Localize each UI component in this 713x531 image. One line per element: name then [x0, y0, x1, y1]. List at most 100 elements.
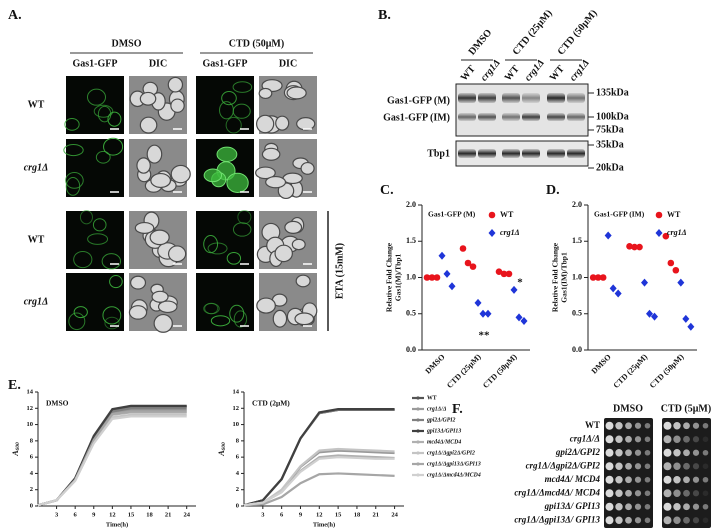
data-point — [641, 278, 648, 287]
cell — [103, 137, 124, 156]
cell — [170, 98, 185, 113]
cell — [92, 218, 107, 232]
spot — [692, 449, 700, 456]
legend-swatch-dot — [416, 396, 420, 400]
cell — [232, 103, 251, 119]
data-point — [500, 270, 508, 278]
y-tick-label: 4 — [30, 470, 34, 477]
legend-marker — [655, 229, 663, 237]
y-tick-label: 0.0 — [572, 345, 582, 354]
cell — [296, 117, 316, 131]
spot — [702, 476, 709, 483]
condition-header: DMSO — [112, 38, 142, 49]
x-tick-label: CTD (25μM) — [445, 352, 483, 390]
y-tick-label: 0.5 — [406, 309, 416, 318]
legend-label: WT — [667, 210, 681, 219]
band — [522, 113, 540, 121]
cell — [68, 312, 86, 331]
y-tick-label: 0.5 — [572, 309, 582, 318]
cell — [101, 253, 122, 270]
spot — [663, 516, 672, 525]
cell — [170, 164, 191, 184]
spot — [625, 503, 632, 511]
legend-label: crg1Δ/Δgpi13Δ/GPI13 — [427, 461, 481, 467]
cell — [73, 250, 93, 269]
spot — [692, 490, 700, 497]
x-axis-label: Time(h) — [313, 521, 335, 528]
y-axis-label-sub: 600 — [15, 442, 21, 451]
cell — [286, 86, 307, 100]
cell — [261, 147, 281, 161]
cell — [136, 157, 151, 174]
cell — [291, 238, 306, 251]
cell — [79, 210, 93, 225]
cell — [146, 144, 163, 164]
strain-label: crg1Δ/Δmcd4Δ/ MCD4 — [514, 487, 600, 497]
strain-label: crg1Δ/Δ — [570, 433, 600, 443]
chart-title: Gas1-GFP (IM) — [594, 210, 645, 219]
y-tick-label: 4 — [236, 470, 240, 477]
cell — [86, 88, 107, 106]
growth-curve — [37, 404, 187, 507]
band — [522, 149, 540, 158]
y-axis-label: Relative Fold Change — [385, 242, 394, 312]
spot — [644, 436, 651, 443]
cell — [139, 91, 157, 106]
cell — [258, 87, 273, 100]
y-tick-label: 1.0 — [572, 272, 582, 281]
cell — [73, 306, 88, 319]
cell — [139, 116, 158, 134]
spot — [634, 476, 642, 483]
chart-title: Gas1-GFP (M) — [428, 210, 476, 219]
panel-label: C. — [380, 183, 394, 198]
y-tick-label: 8 — [30, 437, 34, 444]
lane-label: crg1Δ — [523, 57, 547, 83]
spot — [683, 422, 690, 430]
cell — [300, 161, 315, 175]
growth-curve — [37, 408, 187, 507]
band — [478, 149, 496, 158]
cell — [149, 229, 170, 246]
spot — [702, 436, 709, 443]
strain-label: WT — [585, 420, 600, 430]
data-point — [614, 289, 622, 298]
data-point — [662, 232, 670, 240]
spot — [634, 422, 642, 429]
spot — [683, 462, 690, 470]
spot — [692, 463, 700, 470]
spot — [663, 489, 672, 498]
growth-curve — [37, 413, 187, 507]
micrograph — [255, 139, 317, 200]
lane-label: WT — [459, 63, 478, 83]
spot — [625, 516, 632, 524]
spot — [692, 517, 700, 524]
spot — [615, 503, 623, 511]
band — [502, 149, 520, 158]
legend-marker — [655, 211, 663, 219]
x-tick-label: 24 — [183, 511, 190, 518]
legend-label: crg1Δ/Δgpi2Δ/GPI2 — [427, 450, 475, 456]
cell — [295, 274, 311, 288]
legend-marker — [488, 229, 496, 237]
band — [458, 113, 476, 121]
cell — [284, 220, 303, 234]
spot — [615, 516, 623, 524]
panel-label: B. — [378, 8, 391, 23]
spot — [605, 516, 614, 525]
lane-label: crg1Δ — [479, 57, 503, 83]
cell — [109, 275, 123, 289]
lane-label: crg1Δ — [568, 57, 592, 83]
y-tick-label: 2.0 — [406, 200, 416, 209]
spot — [673, 503, 681, 511]
cell — [275, 115, 290, 131]
spot — [692, 476, 700, 483]
row-label: crg1Δ — [24, 296, 49, 307]
cell — [203, 302, 220, 315]
cell — [153, 313, 173, 333]
y-tick-label: 6 — [30, 454, 34, 461]
micrograph-bg — [196, 76, 254, 134]
row-label: WT — [28, 234, 45, 245]
annotation: * — [517, 276, 523, 288]
legend-label: crg1Δ/Δmcd4Δ/MCD4 — [427, 472, 481, 478]
spot — [644, 490, 651, 497]
